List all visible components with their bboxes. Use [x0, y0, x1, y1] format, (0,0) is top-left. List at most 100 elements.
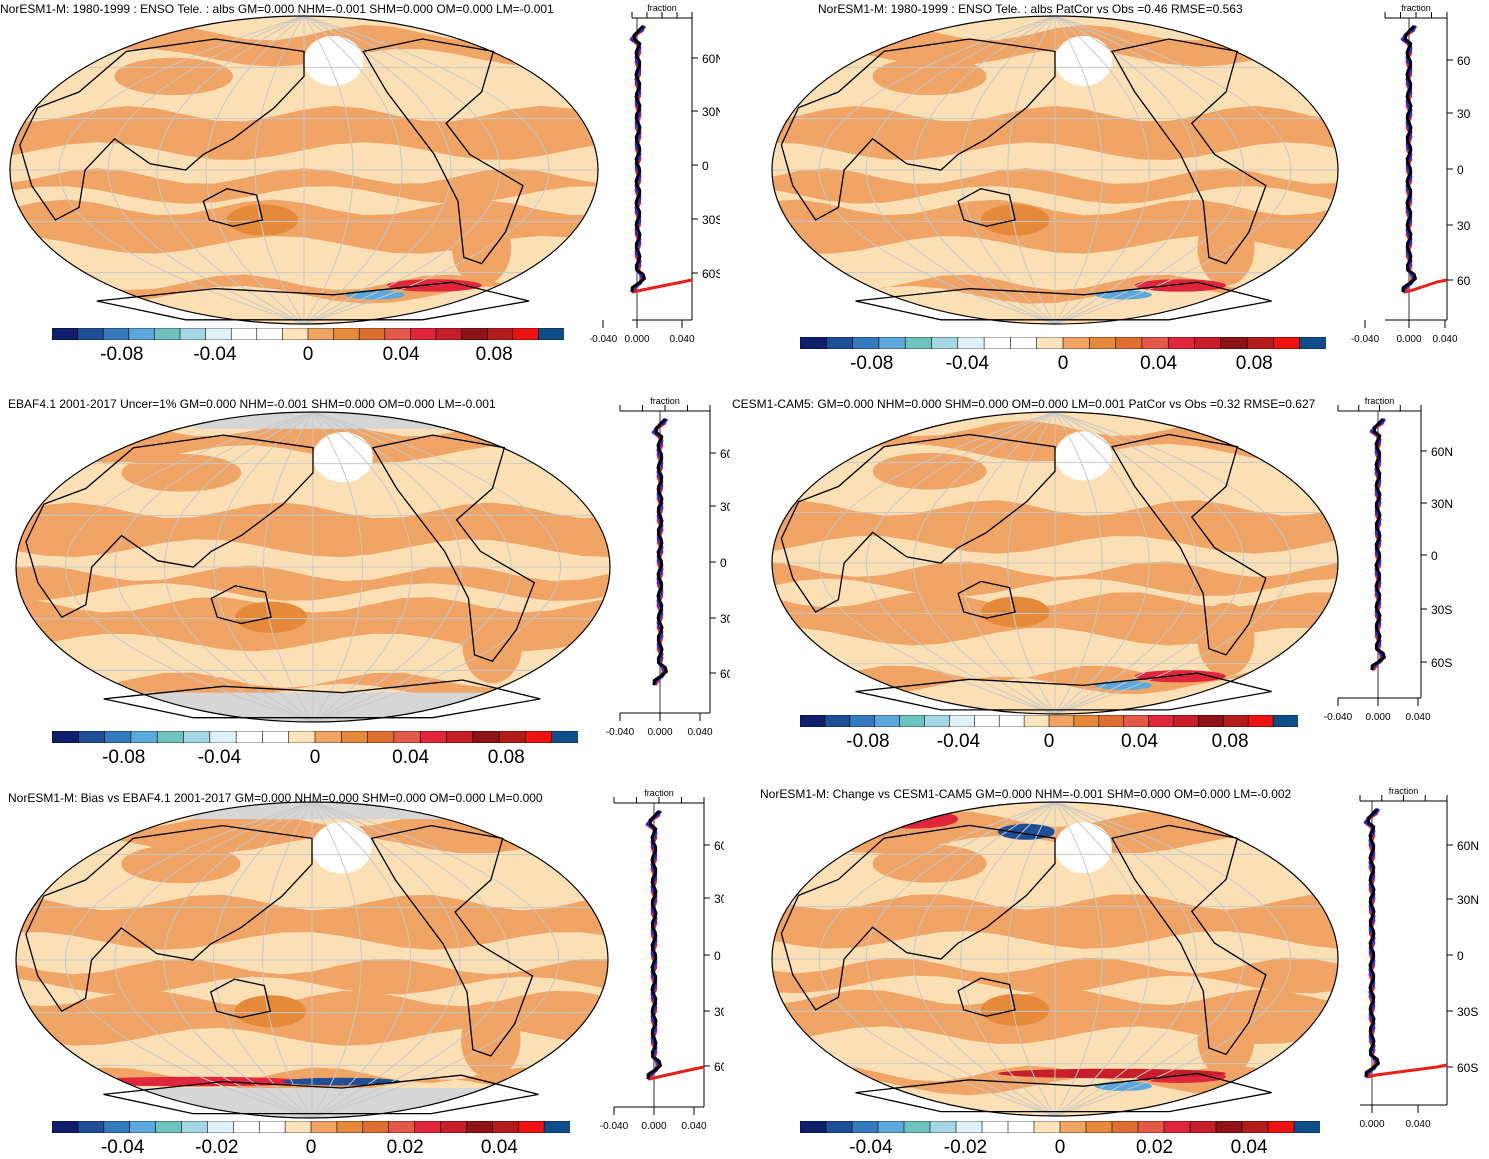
zonal-tick-label: 0.000 [1365, 712, 1390, 723]
panel-title: NorESM1-M: Bias vs EBAF4.1 2001-2017 GM=… [8, 791, 543, 805]
coastlines [19, 38, 530, 321]
zonal-tick-label: -0.040 [1351, 334, 1380, 345]
colorbar-swatch [410, 328, 437, 340]
zonal-mean-plot: fraction 0.000 0.040 60N 30N 0 30S 60S [1359, 786, 1479, 1130]
panel-title: CESM1-CAM5: GM=0.000 NHM=0.000 SHM=0.000… [732, 397, 1316, 411]
colorbar-swatch [1246, 337, 1275, 349]
map-border [15, 411, 611, 723]
colorbar-label: -0.04 [193, 344, 237, 365]
lat-label: 60 [1457, 54, 1471, 68]
australia-outline [202, 188, 264, 227]
near-zero-area [1055, 35, 1112, 86]
australia-outline [957, 580, 1016, 619]
colorbar-swatch [981, 1121, 1009, 1133]
zonal-title: fraction [1389, 786, 1419, 796]
colorbar-swatch [102, 328, 130, 340]
colorbar-swatch [1059, 1121, 1087, 1133]
zonal-title: fraction [644, 788, 674, 798]
near-zero-area [1055, 431, 1112, 481]
zonal-title: fraction [1401, 3, 1431, 13]
colorbar-swatch [983, 337, 1012, 349]
colorbar-swatch [1194, 337, 1222, 349]
colorbar-swatch [129, 1121, 157, 1133]
colorbar [800, 715, 1298, 727]
antarctica-outline [103, 1074, 539, 1115]
colorbar-swatch [974, 715, 1001, 727]
colorbar-swatch [419, 731, 448, 743]
colorbar-swatch [52, 731, 80, 743]
world-map [771, 801, 1339, 1117]
colorbar-swatch [205, 328, 233, 340]
colorbar-swatch [104, 731, 132, 743]
eurasia-africa-outline [25, 434, 314, 619]
zonal-title: fraction [1365, 396, 1395, 406]
zonal-mean-plot: fraction -0.040 0.000 0.040 60N 30N 0 30S 60S [590, 3, 720, 345]
colorbar-label: -0.08 [102, 747, 146, 768]
colorbar-label: -0.04 [936, 731, 981, 752]
colorbar-swatch [288, 731, 316, 743]
colorbar-swatch [849, 715, 876, 727]
lat-label: 60N [714, 839, 724, 853]
lat-label: 60S [714, 1060, 724, 1074]
colorbar-label: 0.04 [1140, 353, 1178, 374]
lat-label: 30S [1457, 1005, 1478, 1019]
colorbar-swatch [446, 731, 474, 743]
colorbar-swatch [472, 731, 500, 743]
antarctica-outline [855, 1072, 1272, 1113]
lat-label: 30N [720, 500, 730, 514]
zonal-tick-label: 0.040 [681, 1121, 706, 1132]
colorbar-label: -0.08 [100, 344, 144, 365]
colorbar-swatch [1137, 1121, 1165, 1133]
colorbar-swatch [340, 731, 369, 743]
colorbar-label: 0 [309, 747, 321, 768]
coastlines [780, 824, 1272, 1113]
colorbar-swatch [498, 731, 527, 743]
sea-ice-anomaly [1134, 670, 1226, 683]
colorbar-swatch [230, 328, 258, 340]
colorbar-swatch [358, 328, 386, 340]
colorbar-swatch [77, 328, 105, 340]
land-anomaly [872, 452, 987, 490]
zonal-tick-label: -0.040 [1324, 712, 1353, 723]
lat-label: 60S [1457, 1061, 1478, 1075]
reference-profile [1364, 807, 1380, 1078]
colorbar-label: -0.02 [943, 1137, 988, 1158]
colorbar-swatch [1023, 715, 1050, 727]
near-zero-area [304, 35, 364, 86]
colorbar-swatch [77, 731, 106, 743]
reference-profile [1401, 24, 1417, 293]
land-anomaly [452, 210, 512, 286]
colorbar-swatch [931, 337, 959, 349]
lat-label: 0 [1457, 163, 1464, 177]
colorbar-swatch [307, 328, 335, 340]
eurasia-africa-outline [19, 38, 305, 221]
land-anomaly [121, 453, 242, 492]
zonal-mean-plot: fraction -0.040 0.000 0.040 60N 30N 0 30S 60S [1324, 396, 1453, 723]
land-anomaly [1197, 1000, 1255, 1077]
colorbar-swatch [367, 731, 395, 743]
zonal-tick-label: 0.040 [1405, 712, 1430, 723]
lat-label: 0 [720, 556, 727, 570]
lat-label: 0 [702, 159, 709, 173]
colorbar-swatch [209, 731, 237, 743]
colorbar-label: 0.02 [1136, 1137, 1174, 1158]
colorbar-label: 0.04 [1230, 1137, 1268, 1158]
americas-outline [1111, 38, 1267, 265]
colorbar-swatch [486, 328, 514, 340]
colorbar-swatch [538, 328, 564, 340]
colorbar-swatch [233, 1121, 261, 1133]
land-anomaly [114, 57, 233, 96]
australia-outline [210, 585, 272, 625]
colorbar-swatch [258, 1121, 286, 1133]
lat-label: 30N [1457, 893, 1479, 907]
colorbar-label: 0.04 [1121, 731, 1159, 752]
coastlines [25, 434, 541, 719]
reference-profile [1370, 417, 1386, 671]
land-anomaly [1197, 602, 1255, 677]
zonal-mean-plot: fraction -0.040 0.000 0.040 60 30 0 30 60 [1351, 3, 1471, 345]
graticule [772, 15, 1338, 325]
colorbar [800, 337, 1326, 349]
colorbar-swatch [181, 1121, 209, 1133]
lat-label: 30 [1457, 107, 1471, 121]
colorbar-swatch [461, 328, 489, 340]
